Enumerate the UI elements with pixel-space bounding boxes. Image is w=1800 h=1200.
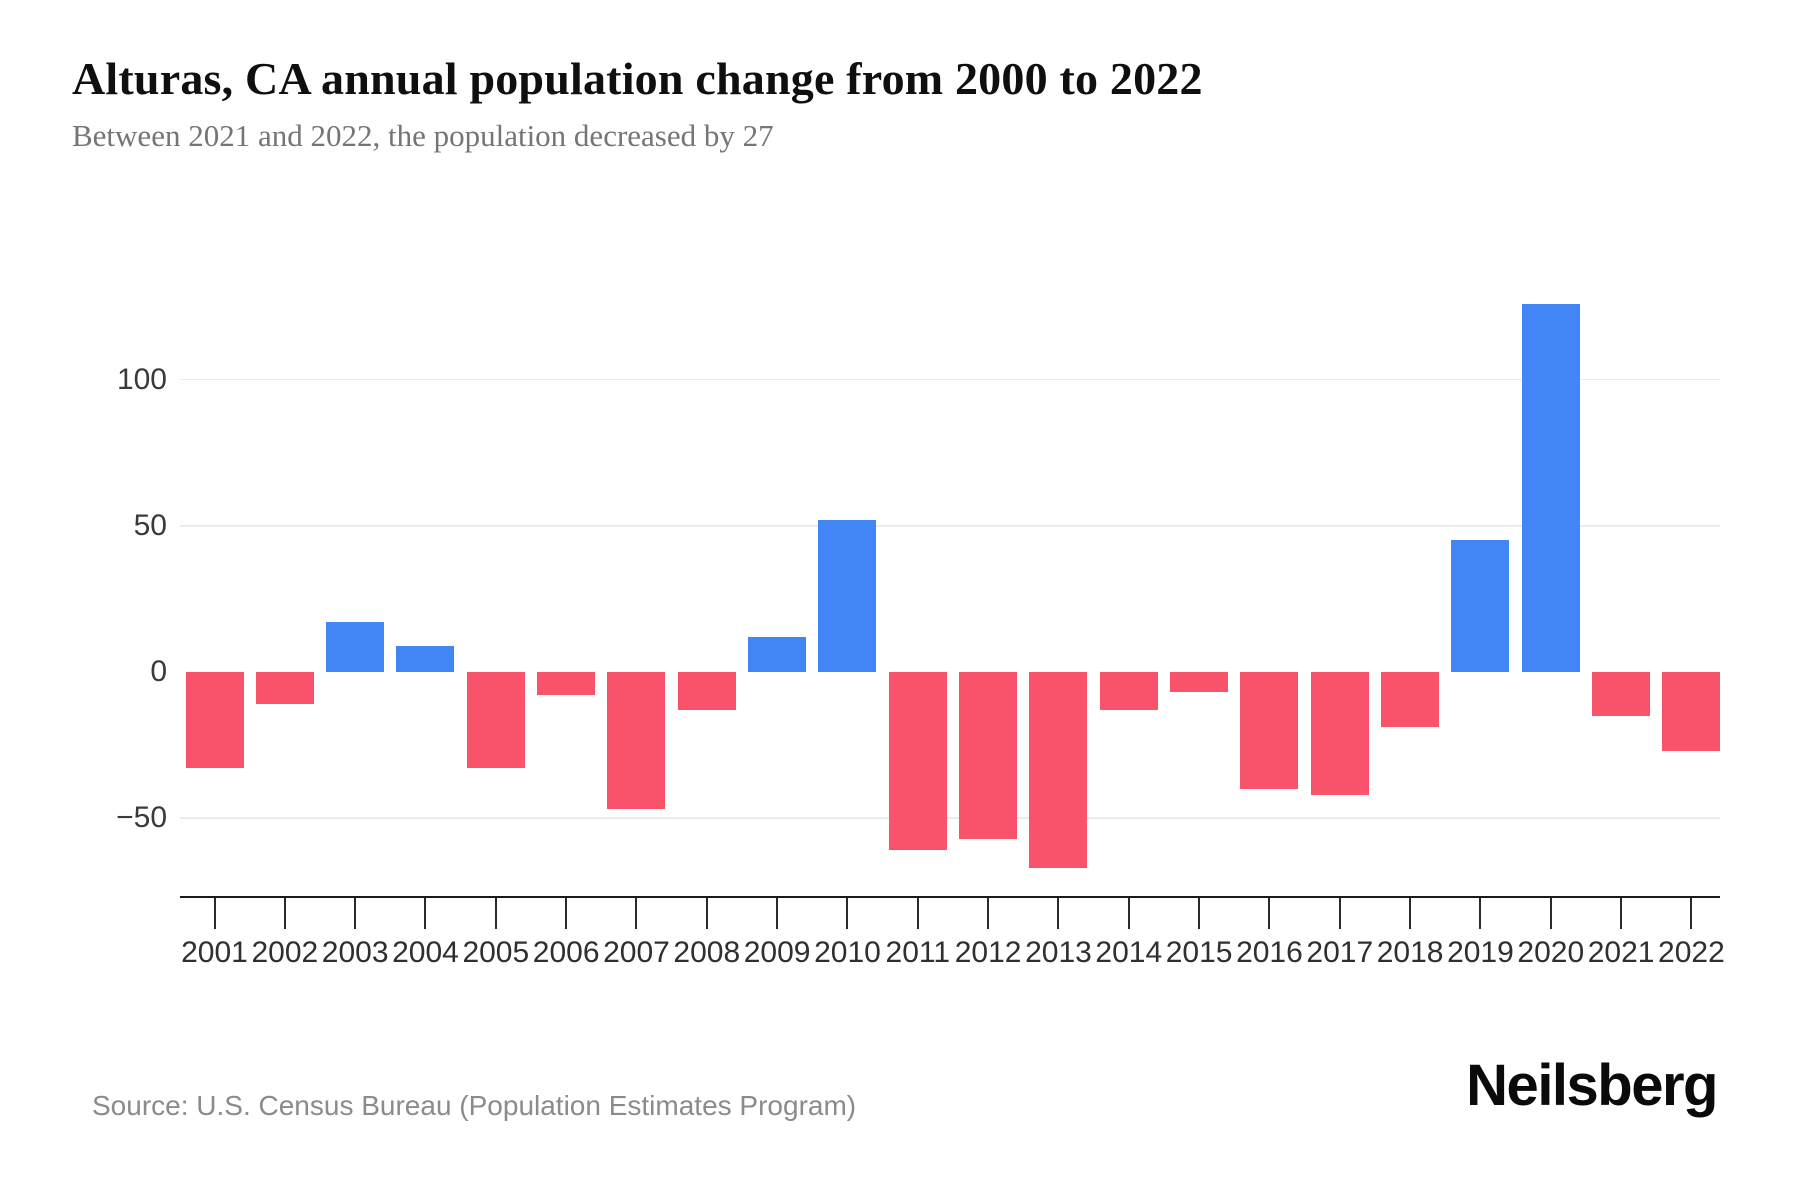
x-tick-label: 2016 [1236,936,1303,969]
x-tick-label: 2006 [532,936,600,969]
x-tick [1057,898,1060,929]
x-axis-ticks [180,898,1720,938]
bar-2006[interactable] [537,671,596,696]
plot-area [180,292,1721,897]
page-title: Alturas, CA annual population change fro… [72,53,1203,104]
x-tick-label: 2018 [1376,936,1444,969]
bar-2007[interactable] [607,671,666,810]
x-tick-label: 2015 [1165,936,1233,969]
x-tick [565,898,568,929]
x-tick-label: 2009 [743,936,811,969]
x-tick [1198,898,1201,929]
bar-2016[interactable] [1240,671,1299,789]
x-tick [1127,898,1130,929]
x-tick [1690,898,1693,929]
x-tick-label: 2004 [392,936,459,969]
y-axis: 100 50 0 −50 [60,292,167,897]
x-tick-label: 2005 [462,936,530,969]
bar-2010[interactable] [818,519,877,672]
x-tick-label: 2020 [1517,936,1585,969]
bar-2015[interactable] [1170,671,1229,693]
x-tick-label: 2003 [321,936,389,969]
bar-2020[interactable] [1521,303,1580,672]
bar-2003[interactable] [326,622,385,672]
x-tick [635,898,638,929]
x-tick [354,898,357,929]
gridline-50 [180,525,1720,527]
x-tick [1268,898,1271,929]
bar-2018[interactable] [1381,671,1440,728]
x-tick-label: 2012 [954,936,1022,969]
x-tick [213,898,216,929]
x-tick-label: 2008 [673,936,741,969]
y-tick-label: 50 [133,508,167,542]
x-tick-label: 2013 [1025,936,1092,969]
x-tick [283,898,286,929]
bar-2004[interactable] [396,645,455,672]
x-axis-labels: 2001 2002 2003 2004 2005 2006 2007 2008 2009 2010… [180,936,1725,976]
x-tick-label: 2001 [181,936,248,969]
x-tick [1409,898,1412,929]
x-tick-label: 2014 [1095,936,1163,969]
page-subtitle: Between 2021 and 2022, the population de… [72,118,774,153]
bar-2008[interactable] [677,671,736,710]
x-tick [1338,898,1341,929]
gridline--50 [180,817,1720,819]
y-tick-label: −50 [116,801,167,835]
x-tick [494,898,497,929]
bar-2002[interactable] [255,671,314,705]
x-tick-label: 2002 [251,936,319,969]
bar-2014[interactable] [1099,671,1158,710]
x-axis-line [180,896,1720,898]
x-tick [424,898,427,929]
x-tick-label: 2017 [1306,936,1374,969]
x-tick [1620,898,1623,929]
neilsberg-logo: Neilsberg [1466,1053,1718,1118]
gridline-100 [180,378,1720,381]
bar-2019[interactable] [1451,540,1510,672]
x-tick-label: 2021 [1587,936,1655,969]
x-tick [776,898,779,929]
x-tick [846,898,849,929]
x-tick-label: 2022 [1658,936,1725,969]
bar-2022[interactable] [1662,671,1721,751]
x-tick-label: 2011 [885,936,951,969]
x-tick-label: 2007 [603,936,670,969]
bar-2011[interactable] [888,671,947,851]
source-note: Source: U.S. Census Bureau (Population E… [92,1090,857,1121]
bar-2013[interactable] [1029,671,1088,868]
x-tick [705,898,708,929]
x-tick [916,898,919,929]
bar-2017[interactable] [1310,671,1369,795]
y-tick-label: 0 [150,654,167,688]
x-tick [1479,898,1482,929]
bar-2001[interactable] [185,671,244,769]
x-tick-label: 2019 [1447,936,1514,969]
x-tick [987,898,990,929]
bar-2005[interactable] [466,671,525,769]
bar-2021[interactable] [1592,671,1651,716]
y-tick-label: 100 [116,362,167,396]
x-tick-label: 2010 [814,936,881,969]
x-tick [1549,898,1552,929]
bar-2009[interactable] [748,636,807,672]
bar-2012[interactable] [959,671,1018,839]
